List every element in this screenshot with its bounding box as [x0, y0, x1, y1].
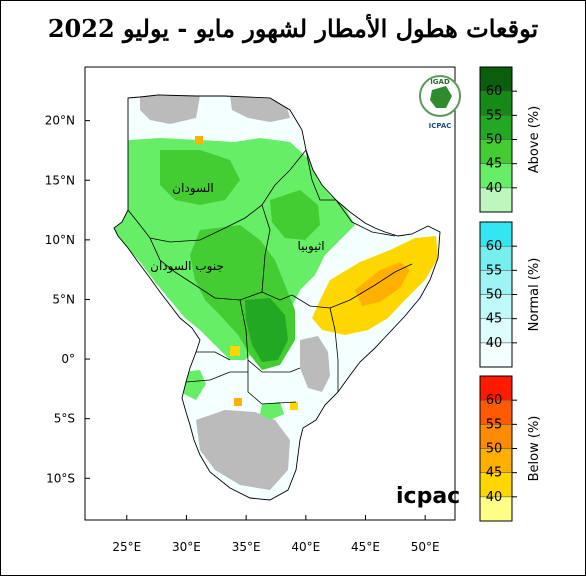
- legend-level-label: 60: [486, 239, 503, 254]
- legend-swatch: [479, 424, 513, 449]
- legend-swatch: [479, 115, 513, 140]
- no-data-east-lake: [300, 336, 330, 392]
- legend-group: 40 45 50 55 60 Above (%) 40 45 50 55 60 Normal (%) 4…: [479, 66, 542, 522]
- above-55-core: [245, 298, 288, 362]
- no-data-south: [196, 410, 290, 490]
- no-data-northeast: [230, 96, 290, 122]
- lat-tick-label: 10°N: [45, 233, 75, 247]
- below-45-region: [355, 262, 410, 306]
- legend-title: Above (%): [527, 106, 542, 173]
- below-patch-north: [195, 136, 203, 144]
- legend-swatch: [479, 375, 513, 401]
- lon-tick-label: 40°E: [291, 540, 320, 554]
- legend-level-label: 40: [486, 490, 503, 505]
- legend-title: Below (%): [527, 416, 542, 482]
- lat-tick-label: 10°S: [46, 471, 75, 485]
- lat-tick-label: 0°: [61, 352, 75, 366]
- above-50-ethiopia: [270, 190, 320, 240]
- legend-level-label: 45: [486, 466, 503, 481]
- lat-tick-label: 5°S: [54, 412, 75, 426]
- latitude-axis: 20°N 15°N 10°N 5°N 0° 5°S 10°S: [45, 114, 90, 485]
- lon-tick-label: 35°E: [232, 540, 261, 554]
- legend-swatch: [479, 163, 513, 189]
- above-patch-south: [260, 402, 284, 420]
- map-title: توقعات هطول الأمطار لشهور مايو - يوليو 2…: [47, 14, 539, 43]
- legend-swatch: [479, 245, 513, 271]
- lat-tick-label: 20°N: [45, 114, 75, 128]
- legend-level-label: 45: [486, 157, 503, 172]
- logo-map-icon: [430, 86, 452, 108]
- longitude-axis: 25°E 30°E 35°E 40°E 45°E 50°E: [112, 515, 440, 554]
- probability-fields: [114, 96, 438, 490]
- lat-tick-label: 5°N: [52, 292, 75, 306]
- country-borders: [127, 149, 413, 405]
- above-patch-west: [182, 370, 206, 400]
- above-50-sudan: [160, 150, 240, 205]
- lon-tick-label: 25°E: [112, 540, 141, 554]
- igad-logo: IGAD ICPAC: [419, 75, 461, 130]
- no-data-north: [140, 96, 200, 124]
- label-south-sudan: جنوب السودان: [150, 259, 224, 274]
- legend-title: Normal (%): [527, 258, 542, 332]
- lon-tick-label: 30°E: [172, 540, 201, 554]
- label-ethiopia: اثيوبيا: [297, 239, 324, 254]
- legend-level-label: 50: [486, 288, 503, 303]
- below-patch-south: [234, 398, 242, 406]
- legend-level-label: 50: [486, 442, 503, 457]
- legend-level-label: 50: [486, 133, 503, 148]
- lon-tick-label: 45°E: [351, 540, 380, 554]
- legend-level-label: 40: [486, 181, 503, 196]
- legend-level-label: 55: [486, 263, 503, 278]
- legend-level-label: 60: [486, 393, 503, 408]
- lon-tick-label: 50°E: [411, 540, 440, 554]
- legend-level-label: 60: [486, 84, 503, 99]
- logo-top-text: IGAD: [430, 78, 450, 86]
- label-sudan: السودان: [172, 181, 213, 196]
- logo-bottom-text: ICPAC: [429, 122, 452, 130]
- legend-swatch: [479, 472, 513, 498]
- legend-swatch: [479, 139, 513, 164]
- legend-swatch: [479, 221, 513, 247]
- lat-tick-label: 15°N: [45, 173, 75, 187]
- legend-level-label: 40: [486, 336, 503, 351]
- region-outline: [113, 94, 441, 501]
- legend-swatch: [479, 90, 513, 116]
- legend-level-label: 45: [486, 312, 503, 327]
- below-patch-southeast: [290, 402, 298, 410]
- below-patch-central: [230, 346, 240, 356]
- legend-level-label: 55: [486, 108, 503, 123]
- legend-level-label: 55: [486, 417, 503, 432]
- icpac-wordmark: icpac: [396, 484, 461, 509]
